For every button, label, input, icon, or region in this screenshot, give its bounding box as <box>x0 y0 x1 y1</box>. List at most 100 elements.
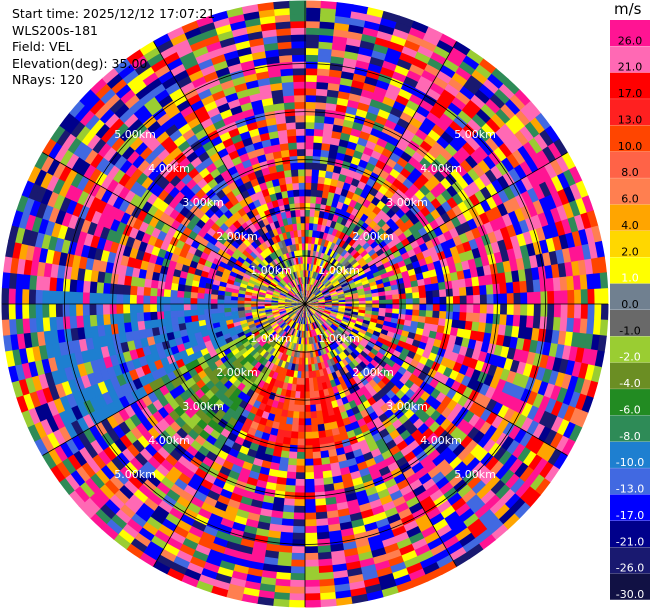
velocity-gate <box>357 291 366 296</box>
velocity-gate <box>185 133 200 147</box>
velocity-gate <box>392 349 402 359</box>
velocity-gate <box>314 321 319 329</box>
velocity-gate <box>416 105 431 119</box>
velocity-gate <box>379 102 394 114</box>
velocity-gate <box>339 322 348 328</box>
velocity-gate <box>592 319 602 337</box>
velocity-gate <box>137 320 146 331</box>
velocity-gate <box>504 271 514 284</box>
velocity-gate <box>318 318 325 325</box>
velocity-gate <box>380 449 393 461</box>
velocity-gate <box>116 312 125 324</box>
velocity-gate <box>132 488 149 504</box>
velocity-gate <box>285 296 293 300</box>
velocity-gate <box>403 75 420 89</box>
velocity-gate <box>405 496 420 509</box>
velocity-gate <box>439 446 453 461</box>
velocity-gate <box>455 164 469 178</box>
velocity-gate <box>432 518 449 533</box>
velocity-gate <box>432 141 446 155</box>
velocity-gate <box>284 300 292 303</box>
velocity-gate <box>55 303 63 318</box>
velocity-gate <box>238 334 247 342</box>
velocity-gate <box>299 310 303 318</box>
velocity-gate <box>275 476 287 486</box>
velocity-gate <box>250 547 267 558</box>
velocity-gate <box>323 269 330 277</box>
velocity-gate <box>266 254 274 263</box>
velocity-gate <box>292 321 297 330</box>
velocity-gate <box>267 529 282 539</box>
velocity-gate <box>369 98 384 110</box>
velocity-gate <box>123 479 139 495</box>
velocity-gate <box>368 321 378 328</box>
velocity-gate <box>171 275 180 284</box>
velocity-gate <box>331 278 339 285</box>
velocity-gate <box>142 460 157 475</box>
velocity-gate <box>312 250 317 258</box>
velocity-gate <box>93 223 105 238</box>
velocity-gate <box>386 513 402 525</box>
velocity-gate <box>426 163 440 176</box>
velocity-gate <box>98 259 108 273</box>
velocity-gate <box>522 450 537 468</box>
velocity-gate <box>262 280 271 286</box>
velocity-gate <box>456 418 469 433</box>
velocity-gate <box>260 225 269 235</box>
velocity-gate <box>280 360 287 369</box>
velocity-gate <box>462 184 476 199</box>
velocity-gate <box>594 240 605 259</box>
velocity-gate <box>237 306 245 312</box>
velocity-gate <box>258 291 267 296</box>
velocity-gate <box>83 268 93 282</box>
velocity-gate <box>243 297 252 302</box>
velocity-gate <box>385 549 402 561</box>
velocity-gate <box>370 267 380 275</box>
velocity-gate <box>460 337 471 349</box>
velocity-gate <box>108 150 123 166</box>
velocity-gate <box>318 34 335 43</box>
velocity-gate <box>505 439 521 456</box>
velocity-gate <box>58 251 69 267</box>
velocity-gate <box>338 299 346 303</box>
velocity-gate <box>324 353 330 362</box>
velocity-gate <box>35 388 48 406</box>
velocity-gate <box>289 327 295 336</box>
velocity-gate <box>262 494 275 505</box>
velocity-gate <box>443 107 459 122</box>
velocity-gate <box>93 487 110 505</box>
velocity-gate <box>418 75 435 89</box>
velocity-gate <box>312 314 319 321</box>
velocity-gate <box>213 141 227 153</box>
velocity-gate <box>403 434 416 447</box>
velocity-gate <box>105 518 123 535</box>
velocity-gate <box>338 84 353 94</box>
velocity-gate <box>291 305 299 309</box>
velocity-gate <box>557 188 570 207</box>
velocity-gate <box>292 525 305 534</box>
velocity-gate <box>297 323 301 331</box>
velocity-gate <box>330 334 337 342</box>
velocity-gate <box>412 309 420 317</box>
velocity-gate <box>532 199 545 216</box>
velocity-gate <box>264 367 272 377</box>
velocity-gate <box>239 282 248 289</box>
velocity-gate <box>64 339 75 355</box>
velocity-gate <box>170 316 179 326</box>
velocity-gate <box>305 128 315 136</box>
velocity-gate <box>344 175 354 185</box>
velocity-gate <box>253 284 262 290</box>
velocity-gate <box>372 330 381 338</box>
velocity-gate <box>559 276 568 292</box>
velocity-gate <box>333 331 341 338</box>
velocity-gate <box>484 274 494 286</box>
velocity-gate <box>346 140 358 151</box>
velocity-gate <box>385 294 393 301</box>
velocity-gate <box>436 500 452 514</box>
velocity-gate <box>230 292 239 297</box>
velocity-gate <box>390 284 399 291</box>
velocity-gate <box>320 375 327 384</box>
velocity-gate <box>244 256 253 265</box>
velocity-gate <box>559 317 568 333</box>
velocity-gate <box>304 371 309 379</box>
